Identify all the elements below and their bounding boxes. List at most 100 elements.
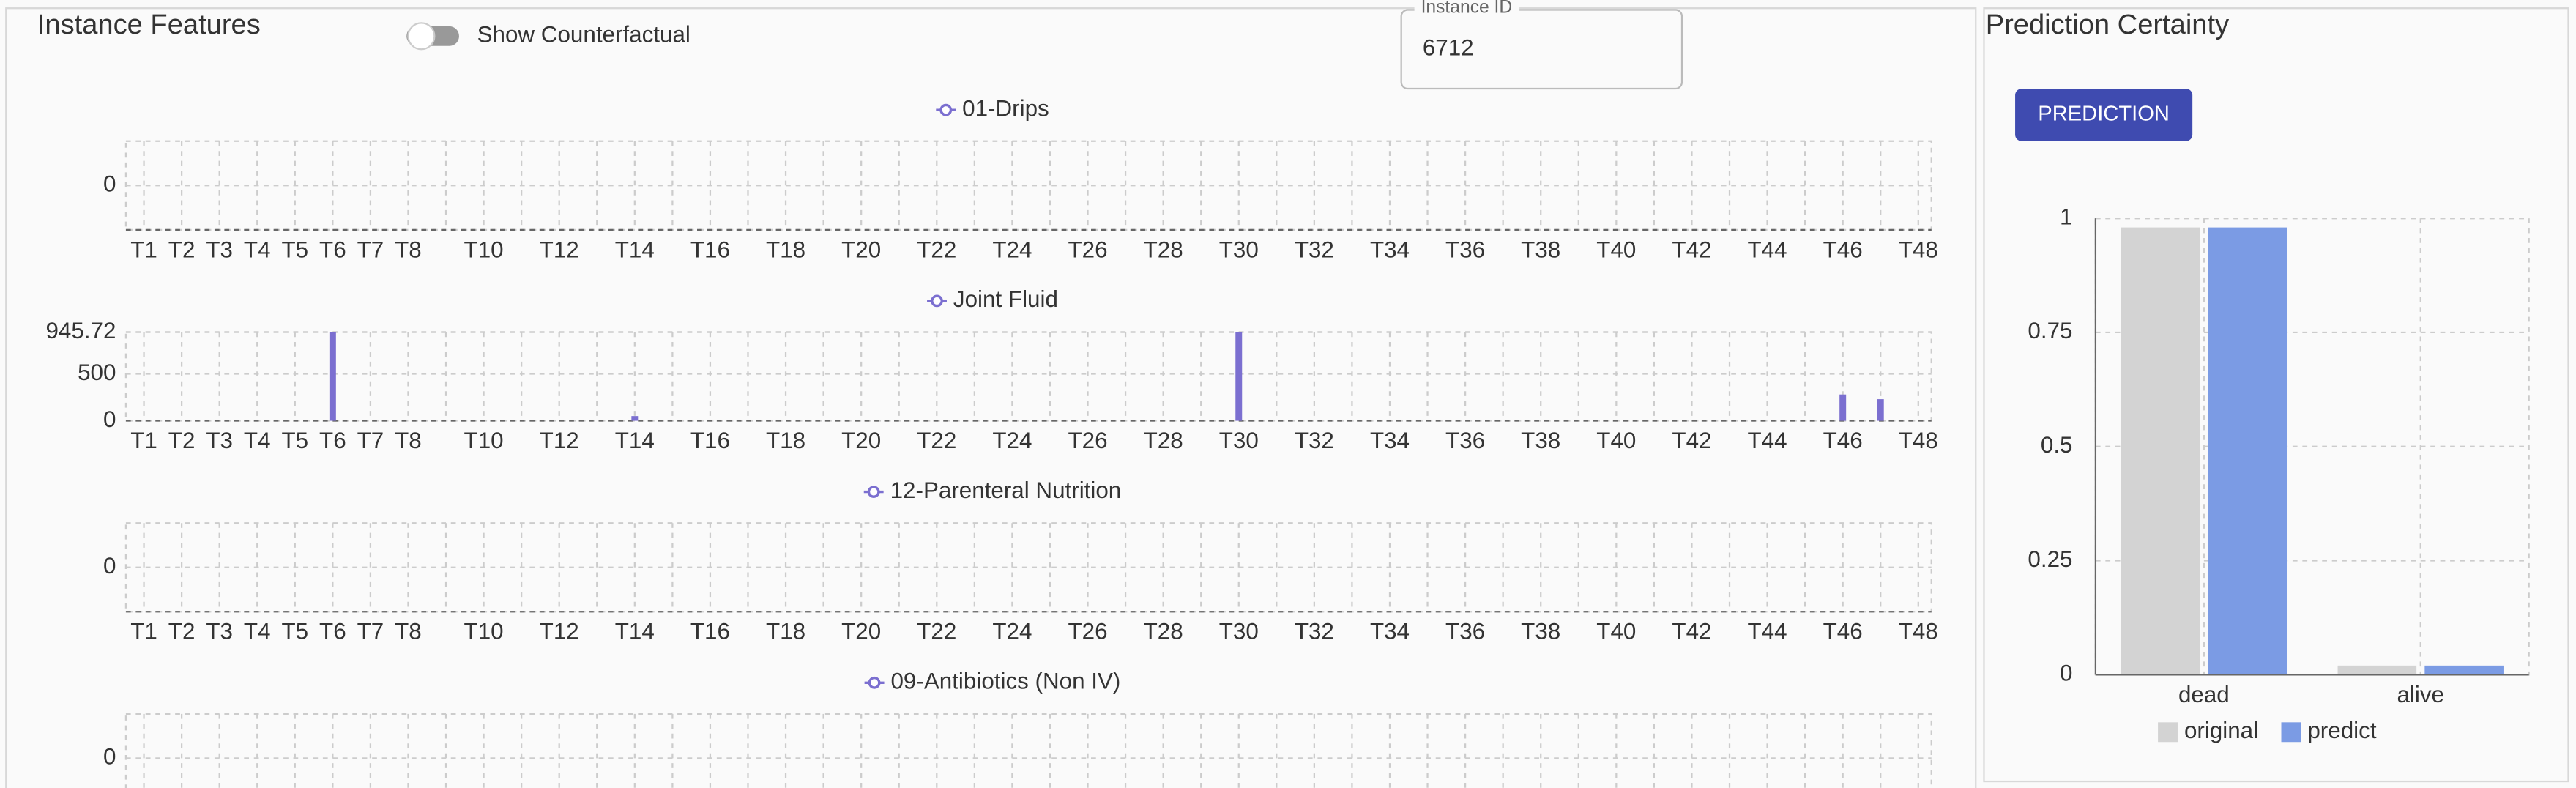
legend-label: 12-Parenteral Nutrition <box>890 477 1122 503</box>
x-tick-label: T40 <box>1596 428 1636 453</box>
bar <box>2208 227 2287 675</box>
x-tick-label: T30 <box>1219 428 1259 453</box>
legend-marker <box>867 486 880 499</box>
x-tick-label: T18 <box>766 237 805 262</box>
bar <box>2121 227 2200 675</box>
x-tick-label: T4 <box>244 237 271 262</box>
x-tick-label: T48 <box>1899 619 1938 644</box>
x-tick-label: T5 <box>281 428 308 453</box>
x-tick-label: T4 <box>244 428 271 453</box>
x-tick-label: T4 <box>244 619 271 644</box>
x-tick-label: T1 <box>130 237 157 262</box>
x-tick-label: T14 <box>615 619 655 644</box>
x-tick-label: T34 <box>1370 619 1410 644</box>
bar <box>1839 394 1847 421</box>
x-tick-label: T42 <box>1672 619 1711 644</box>
x-tick-label: T26 <box>1068 237 1107 262</box>
x-tick-label: T32 <box>1295 428 1334 453</box>
x-tick-label: T18 <box>766 619 805 644</box>
x-tick-label: T22 <box>917 428 956 453</box>
toggle[interactable] <box>406 22 459 51</box>
field-label-bg <box>1414 0 1520 17</box>
x-tick-label: T46 <box>1823 428 1863 453</box>
x-tick-label: T6 <box>319 237 346 262</box>
x-tick-label: T34 <box>1370 428 1410 453</box>
x-tick-label: T22 <box>917 237 956 262</box>
bar <box>2424 665 2504 675</box>
x-tick-label: T28 <box>1144 237 1183 262</box>
x-tick-label: T7 <box>357 428 384 453</box>
x-tick-label: T36 <box>1445 619 1485 644</box>
x-tick-label: T26 <box>1068 428 1107 453</box>
panel-title: Instance Features <box>37 10 261 40</box>
x-tick-label: alive <box>2397 682 2444 707</box>
prediction-button[interactable] <box>2015 89 2193 141</box>
x-tick-label: T30 <box>1219 619 1259 644</box>
y-tick-label: 0.75 <box>2028 318 2072 343</box>
x-tick-label: T6 <box>319 619 346 644</box>
x-tick-label: T32 <box>1295 619 1334 644</box>
y-tick-label: 0 <box>103 553 116 579</box>
y-tick-label: 0 <box>103 171 116 197</box>
prediction-button-label: PREDICTION <box>2038 103 2170 126</box>
bar <box>1235 332 1243 421</box>
x-tick-label: T10 <box>464 619 504 644</box>
x-tick-label: T48 <box>1899 237 1938 262</box>
legend-label: 01-Drips <box>962 95 1049 121</box>
x-tick-label: T7 <box>357 619 384 644</box>
x-tick-label: T20 <box>841 428 881 453</box>
bar <box>329 332 336 421</box>
x-tick-label: T42 <box>1672 237 1711 262</box>
y-tick-label: 0.5 <box>2041 432 2073 458</box>
x-tick-label: T8 <box>395 237 422 262</box>
legend-label: Joint Fluid <box>953 286 1058 312</box>
x-tick-label: T2 <box>168 428 196 453</box>
x-tick-label: T7 <box>357 237 384 262</box>
x-tick-label: T8 <box>395 428 422 453</box>
x-tick-label: T24 <box>992 237 1032 262</box>
bar <box>1877 399 1884 421</box>
legend-marker <box>939 103 953 116</box>
y-tick-label: 500 <box>78 360 116 385</box>
x-tick-label: T22 <box>917 619 956 644</box>
x-tick-label: T1 <box>130 619 157 644</box>
x-tick-label: T44 <box>1748 619 1787 644</box>
x-tick-label: T32 <box>1295 237 1334 262</box>
x-tick-label: T20 <box>841 237 881 262</box>
instance-id-field[interactable] <box>1400 9 1683 90</box>
x-tick-label: T24 <box>992 428 1032 453</box>
x-tick-label: T5 <box>281 237 308 262</box>
toggle-thumb <box>407 22 436 51</box>
plot-frame <box>124 331 1932 422</box>
legend-marker <box>868 676 881 689</box>
x-tick-label: T44 <box>1748 428 1787 453</box>
field-label: Instance ID <box>1421 0 1513 18</box>
legend-swatch <box>2158 722 2178 743</box>
x-tick-label: T10 <box>464 237 504 262</box>
x-tick-label: T38 <box>1521 619 1560 644</box>
bar <box>2337 665 2417 675</box>
x-tick-label: T12 <box>540 237 579 262</box>
legend-label: original <box>2184 718 2258 743</box>
y-tick-label: 0 <box>2060 661 2072 686</box>
x-tick-label: T44 <box>1748 237 1787 262</box>
legend-swatch <box>2281 722 2301 743</box>
x-tick-label: T12 <box>540 619 579 644</box>
x-tick-label: T2 <box>168 619 196 644</box>
x-tick-label: T36 <box>1445 428 1485 453</box>
x-tick-label: T26 <box>1068 619 1107 644</box>
x-tick-label: T20 <box>841 619 881 644</box>
x-tick-label: T3 <box>206 237 233 262</box>
x-tick-label: T40 <box>1596 237 1636 262</box>
x-tick-label: T46 <box>1823 237 1863 262</box>
x-tick-label: T38 <box>1521 237 1560 262</box>
y-tick-label: 0.25 <box>2028 546 2072 572</box>
x-tick-label: T30 <box>1219 237 1259 262</box>
legend-marker <box>931 294 943 308</box>
x-tick-label: T36 <box>1445 237 1485 262</box>
x-tick-label: T5 <box>281 619 308 644</box>
prediction-title: Prediction Certainty <box>1986 10 2229 40</box>
x-tick-label: T16 <box>690 237 730 262</box>
